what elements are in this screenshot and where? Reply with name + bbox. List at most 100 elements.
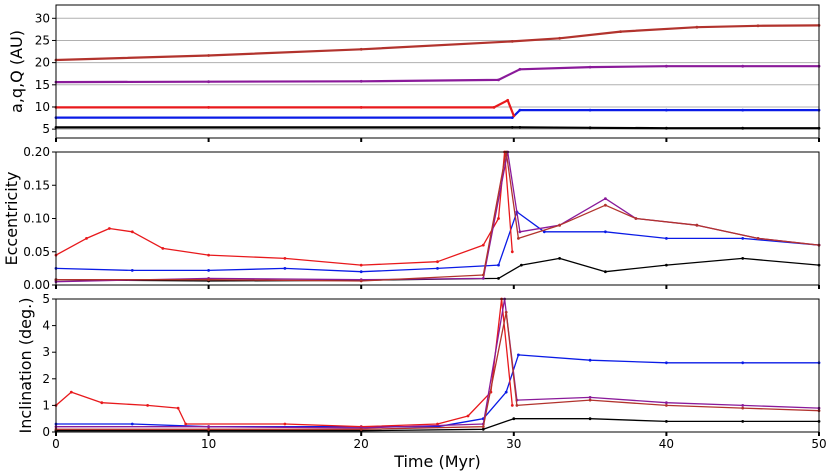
data-point-uranus <box>497 78 500 82</box>
data-point-saturn <box>588 358 592 362</box>
data-point-neptune <box>558 223 561 227</box>
y-tick-label: 0.15 <box>23 178 50 192</box>
data-point-uranus <box>741 404 745 407</box>
data-point-ice-giant-1 <box>161 247 165 250</box>
y-tick-label: 30 <box>35 11 50 25</box>
data-point-jupiter <box>665 420 668 423</box>
data-point-jupiter <box>604 270 607 274</box>
data-point-jupiter <box>741 257 745 260</box>
series-neptune <box>56 311 820 430</box>
y-tick-label: 20 <box>35 56 50 70</box>
y-tick-label: 0.00 <box>23 278 50 292</box>
y-tick-label: 25 <box>35 33 50 47</box>
y-tick-label: 3 <box>42 345 50 359</box>
data-point-neptune <box>756 237 760 240</box>
data-point-saturn <box>359 270 363 274</box>
panel-eccentricity: 0.00 0.05 0.10 0.15 0.20 Eccentricity <box>2 145 821 292</box>
y-tick-label: 15 <box>35 78 50 92</box>
data-point-jupiter <box>481 427 485 431</box>
x-axis-label: Time (Myr) <box>393 452 481 471</box>
data-point-uranus <box>518 230 522 234</box>
y-tick-label: 0.20 <box>23 145 50 159</box>
x-tick-label: 20 <box>354 437 369 451</box>
data-point-ice-giant-1 <box>108 227 111 230</box>
data-point-saturn <box>436 267 439 270</box>
data-point-neptune <box>517 237 520 240</box>
data-point-ice-giant-1 <box>359 106 363 109</box>
data-point-neptune <box>481 273 485 277</box>
data-point-ice-giant-1 <box>510 250 514 254</box>
data-point-ice-giant-1 <box>436 422 439 426</box>
series-ice-giant-1 <box>55 298 513 428</box>
data-point-saturn <box>665 108 668 112</box>
data-point-jupiter <box>665 263 668 267</box>
series-uranus <box>55 65 819 84</box>
series-uranus <box>56 298 820 429</box>
data-point-saturn <box>283 267 287 270</box>
data-point-neptune <box>619 30 622 33</box>
data-point-jupiter <box>512 417 516 421</box>
data-point-uranus <box>518 67 522 71</box>
data-point-saturn <box>741 361 745 365</box>
series-saturn <box>56 354 819 428</box>
data-point-neptune <box>756 24 760 28</box>
series-jupiter <box>56 126 819 130</box>
data-point-neptune <box>510 40 514 43</box>
data-point-ice-giant-1 <box>481 243 485 247</box>
data-point-ice-giant-1 <box>130 230 134 234</box>
x-tick-label: 50 <box>811 437 826 451</box>
series-saturn <box>56 108 819 119</box>
data-point-jupiter <box>558 257 561 260</box>
data-point-neptune <box>207 54 211 57</box>
data-point-uranus <box>359 79 363 83</box>
data-point-uranus <box>604 197 607 201</box>
data-point-saturn <box>588 108 592 112</box>
data-point-neptune <box>359 279 363 283</box>
data-point-neptune <box>695 223 699 227</box>
data-point-ice-giant-1 <box>283 422 287 426</box>
data-point-neptune <box>634 217 638 220</box>
y-tick-label: 0.10 <box>23 212 50 226</box>
data-point-ice-giant-1 <box>85 237 88 240</box>
data-point-neptune <box>481 425 485 429</box>
data-point-saturn <box>517 353 520 357</box>
data-point-neptune <box>515 404 519 407</box>
data-point-neptune <box>359 427 363 431</box>
y-tick-label: 1 <box>42 398 50 412</box>
data-point-saturn <box>665 237 668 240</box>
data-point-uranus <box>481 277 485 280</box>
data-point-neptune <box>665 404 668 407</box>
data-point-ice-giant-1 <box>359 263 363 267</box>
data-point-neptune <box>741 406 745 410</box>
data-point-uranus <box>207 425 211 429</box>
data-point-jupiter <box>741 126 745 130</box>
plot-frame <box>55 4 820 139</box>
y-tick-label: 2 <box>42 372 50 386</box>
data-point-saturn <box>207 269 211 272</box>
data-point-ice-giant-1 <box>207 253 211 257</box>
data-point-ice-giant-1 <box>512 114 516 118</box>
data-point-neptune <box>207 427 211 431</box>
data-point-ice-giant-1 <box>207 106 211 109</box>
data-point-ice-giant-1 <box>146 404 150 407</box>
data-point-ice-giant-1 <box>506 98 510 102</box>
y-axis-label: a,q,Q (AU) <box>7 30 26 113</box>
series-neptune <box>56 151 820 282</box>
panel-semimajor-axis: 5 10 15 20 25 30 a,q,Q (AU) <box>7 4 821 142</box>
data-point-jupiter <box>741 420 745 423</box>
data-point-jupiter <box>588 417 592 421</box>
series-ice-giant-1 <box>55 151 513 266</box>
data-point-saturn <box>604 230 607 234</box>
y-tick-label: 10 <box>35 100 50 114</box>
y-tick-label: 0 <box>42 425 50 439</box>
data-point-ice-giant-1 <box>283 257 287 260</box>
data-point-jupiter <box>588 126 592 130</box>
x-tick-label: 0 <box>52 437 60 451</box>
data-point-ice-giant-1 <box>184 422 188 426</box>
data-point-neptune <box>604 203 607 207</box>
series-ice-giant-1 <box>56 99 515 117</box>
data-point-neptune <box>359 47 363 51</box>
data-point-saturn <box>130 422 134 426</box>
data-point-uranus <box>207 80 211 84</box>
data-point-saturn <box>741 237 745 240</box>
